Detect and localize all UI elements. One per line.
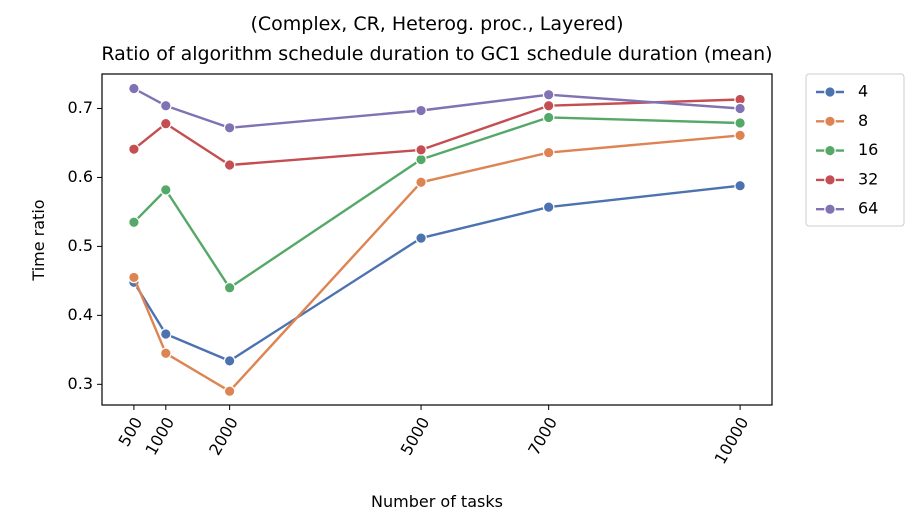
data-point-8	[542, 146, 555, 159]
data-point-64	[128, 82, 140, 95]
data-point-4	[734, 179, 746, 192]
legend-label: 4	[858, 82, 868, 101]
legend-label: 64	[858, 199, 878, 218]
chart-title: (Complex, CR, Heterog. proc., Layered)	[250, 13, 623, 35]
data-point-64	[542, 88, 555, 101]
series-line-32	[133, 98, 741, 167]
y-tick-label: 0.6	[68, 167, 93, 186]
data-point-16	[128, 216, 140, 229]
data-point-64	[415, 104, 427, 117]
data-point-8	[734, 129, 746, 142]
data-point-32	[128, 143, 140, 155]
plot-area-frame	[101, 73, 773, 406]
x-tick-label: 10000	[711, 414, 753, 468]
data-point-8	[415, 176, 427, 189]
legend-frame	[805, 73, 905, 227]
data-point-16	[415, 153, 427, 166]
y-axis-label: Time ratio	[29, 199, 48, 281]
x-tick-label: 2000	[205, 414, 242, 459]
x-tick-label: 5000	[397, 414, 434, 459]
y-tick-label: 0.7	[68, 98, 93, 117]
legend-marker	[824, 174, 836, 186]
data-point-32	[542, 99, 555, 112]
x-tick-label: 7000	[524, 414, 561, 459]
data-point-64	[160, 99, 172, 112]
data-point-16	[542, 111, 555, 124]
series-layer	[128, 82, 746, 398]
x-tick-label: 1000	[141, 414, 178, 459]
legend-label: 16	[858, 140, 878, 159]
series-line-16	[133, 116, 741, 289]
x-axis-label: Number of tasks	[371, 492, 503, 511]
chart-subtitle: Ratio of algorithm schedule duration to …	[101, 43, 772, 65]
data-point-64	[223, 121, 236, 134]
data-point-32	[223, 159, 236, 171]
data-point-8	[160, 347, 172, 360]
y-axis: 0.3 0.4 0.5 0.6 0.7	[68, 98, 102, 393]
series-line-8	[132, 134, 741, 393]
legend-marker	[824, 115, 836, 128]
data-point-4	[542, 201, 555, 213]
y-tick-label: 0.4	[68, 305, 93, 324]
x-tick-label: 500	[115, 414, 147, 450]
series-line-64	[133, 87, 741, 130]
data-point-4	[415, 232, 427, 244]
legend-marker	[824, 86, 836, 98]
legend-label: 8	[858, 111, 868, 130]
data-point-64	[734, 102, 746, 115]
data-point-8	[128, 271, 140, 284]
series-line-4	[132, 184, 741, 363]
legend-marker	[824, 144, 836, 157]
data-point-8	[223, 385, 236, 398]
legend-label: 32	[858, 169, 878, 188]
y-tick-label: 0.5	[68, 236, 93, 255]
data-point-16	[223, 281, 236, 294]
data-point-32	[160, 117, 172, 130]
legend-marker	[824, 203, 836, 215]
legend: 4 8 16 32 64	[805, 73, 905, 227]
data-point-4	[223, 355, 236, 367]
data-point-4	[160, 328, 172, 340]
y-tick-label: 0.3	[68, 374, 93, 393]
data-point-16	[160, 184, 172, 196]
data-point-16	[734, 117, 746, 129]
data-point-32	[415, 144, 427, 156]
